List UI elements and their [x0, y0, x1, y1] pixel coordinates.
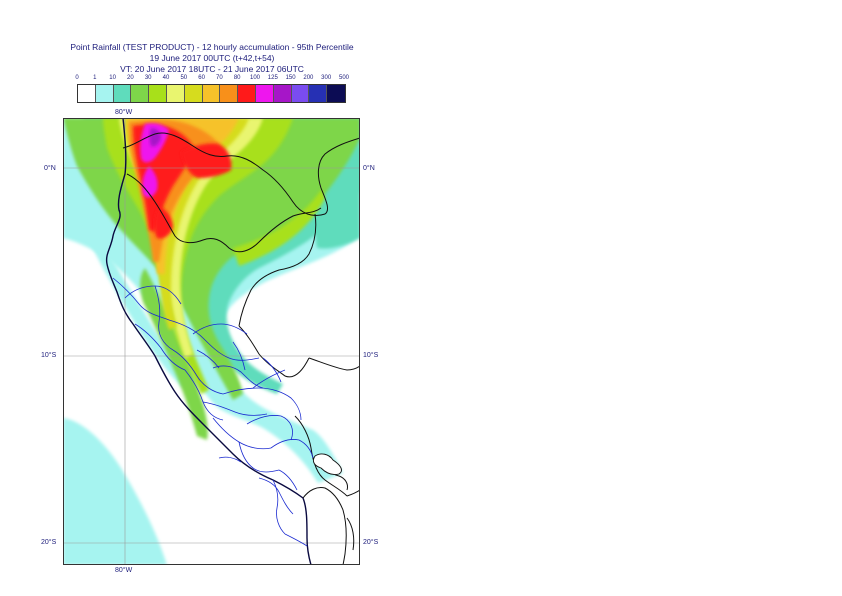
legend-swatch	[273, 85, 292, 102]
legend-swatch	[149, 85, 167, 102]
legend-tick-label: 150	[285, 75, 296, 81]
legend-swatch	[220, 85, 239, 102]
legend-swatch	[327, 85, 345, 102]
lat-label-20-right: 20°S	[363, 539, 379, 546]
lon-label-top: 80°W	[115, 109, 133, 116]
title-line-1: Point Rainfall (TEST PRODUCT) - 12 hourl…	[70, 42, 354, 52]
coastline	[105, 118, 312, 565]
legend-tick-label: 200	[303, 75, 314, 81]
lat-label-0-left: 0°N	[44, 165, 56, 172]
regional-borders	[112, 277, 314, 547]
lat-label-10-left: 10°S	[41, 352, 57, 359]
graticule	[63, 118, 360, 565]
legend-tick-label: 125	[267, 75, 278, 81]
legend-tick-label: 500	[338, 75, 350, 81]
lat-label-0-right: 0°N	[363, 165, 375, 172]
legend-swatch	[184, 85, 203, 102]
legend-swatch	[309, 85, 328, 102]
rain-area-80-100mm-east	[181, 143, 232, 178]
legend-tick-label: 60	[198, 75, 205, 81]
legend-swatch	[255, 85, 274, 102]
legend-tick-label: 80	[233, 75, 241, 81]
rain-area-80-100mm-south	[154, 206, 173, 239]
legend-tick-label: 50	[180, 75, 188, 81]
legend-tick-label: 10	[109, 75, 116, 81]
legend-tick-label: 40	[162, 75, 170, 81]
country-borders	[122, 132, 360, 565]
rain-area-30-40mm-east	[233, 190, 325, 266]
legend-swatch	[78, 85, 96, 102]
legend-colour-bar	[77, 84, 346, 103]
lat-label-10-right: 10°S	[363, 352, 379, 359]
lat-label-20-left: 20°S	[41, 539, 57, 546]
map-panel[interactable]	[63, 118, 360, 565]
title-line-3: VT: 20 June 2017 18UTC - 21 June 2017 06…	[120, 64, 304, 74]
legend-swatch	[291, 85, 310, 102]
legend-swatch	[113, 85, 132, 102]
rainfall-map	[63, 118, 360, 565]
legend-swatch	[238, 85, 256, 102]
legend-swatch	[131, 85, 150, 102]
chart-title: Point Rainfall (TEST PRODUCT) - 12 hourl…	[0, 42, 424, 75]
rain-area-125-150mm	[149, 128, 161, 147]
legend-tick-label: 1	[93, 75, 97, 81]
legend-swatch	[166, 85, 185, 102]
map-frame	[63, 118, 360, 565]
colour-legend: 0 1 10 20 30 40 50 60 70 80 100 125 150 200 300 500	[75, 75, 350, 103]
legend-tick-label: 20	[127, 75, 134, 81]
rain-area-offshore-southwest	[63, 418, 167, 565]
rain-area-20-30mm-tongue	[140, 268, 208, 440]
legend-tick-label: 300	[321, 75, 332, 81]
legend-tick-labels: 0 1 10 20 30 40 50 60 70 80 100 125 150 200 300 500	[75, 75, 350, 84]
legend-tick-label: 70	[216, 75, 223, 81]
legend-tick-label: 100	[249, 75, 261, 81]
legend-tick-label: 30	[144, 75, 152, 81]
lon-label-bottom: 80°W	[115, 567, 133, 574]
lake-titicaca	[312, 453, 342, 475]
legend-swatch	[95, 85, 114, 102]
legend-swatch	[202, 85, 221, 102]
title-line-2: 19 June 2017 00UTC (t+42,t+54)	[149, 53, 275, 63]
legend-tick-label: 0	[75, 75, 79, 81]
